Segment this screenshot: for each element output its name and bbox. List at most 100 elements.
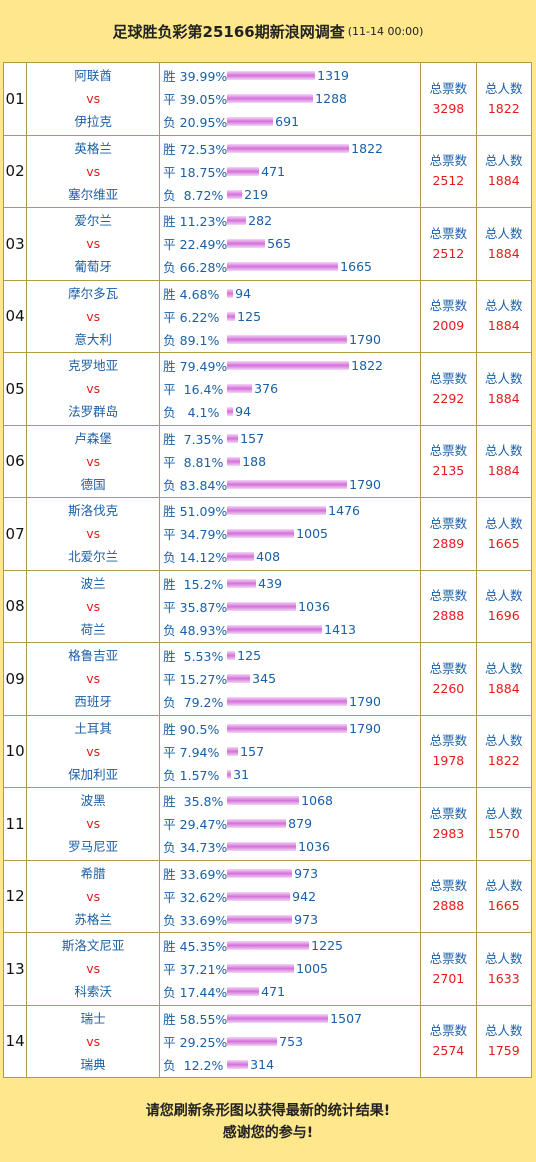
total-people-cell: 总人数 1884: [475, 352, 533, 426]
match-teams: 摩尔多瓦 vs 意大利: [26, 279, 161, 353]
away-team[interactable]: 葡萄牙: [74, 259, 112, 275]
result-row: 胜 35.8% 1068: [160, 789, 420, 812]
away-team[interactable]: 德国: [80, 476, 106, 492]
match-number: 11: [2, 787, 28, 861]
result-bar: [227, 94, 314, 104]
total-people-cell: 总人数 1665: [475, 859, 533, 933]
home-team[interactable]: 摩尔多瓦: [68, 285, 119, 301]
total-votes-label: 总票数: [429, 153, 468, 169]
result-row: 平 34.79% 1005: [160, 522, 420, 545]
result-row: 胜 45.35% 1225: [160, 934, 420, 957]
match-number: 10: [2, 714, 28, 788]
result-percent: 负 89.1%: [163, 332, 220, 348]
home-team[interactable]: 斯洛伐克: [68, 503, 119, 519]
total-people-value: 1884: [487, 245, 520, 261]
result-bars: 胜 15.2% 439 平 35.87% 1036 负 48.93% 1413: [159, 569, 422, 643]
result-row: 平 6.22% 125: [160, 305, 420, 328]
result-row: 平 18.75% 471: [160, 160, 420, 183]
total-votes-cell: 总票数 2701: [420, 932, 477, 1006]
result-percent: 平 35.87%: [163, 599, 228, 615]
total-votes-value: 2512: [432, 245, 465, 261]
result-bar: [227, 361, 350, 371]
result-percent: 胜 45.35%: [163, 939, 228, 955]
footer-thanks: 感谢您的参与!: [222, 1125, 314, 1141]
result-count: 1790: [349, 331, 381, 347]
match-row: 01 阿联酋 vs 伊拉克 胜 39.99% 1319 平 39.05% 128…: [2, 62, 533, 136]
result-bar: [227, 143, 350, 153]
result-percent: 负 20.95%: [163, 115, 228, 131]
home-team[interactable]: 土耳其: [74, 720, 112, 736]
home-team[interactable]: 阿联酋: [74, 68, 112, 84]
away-team[interactable]: 瑞典: [80, 1056, 106, 1072]
home-team[interactable]: 希腊: [80, 865, 106, 881]
result-count: 1288: [315, 91, 347, 107]
home-team[interactable]: 瑞士: [80, 1010, 106, 1026]
result-row: 平 35.87% 1036: [160, 595, 420, 618]
result-row: 负 14.12% 408: [160, 545, 420, 568]
title-text: 足球胜负彩第25166期新浪网调查: [112, 22, 345, 41]
result-bars: 胜 11.23% 282 平 22.49% 565 负 66.28% 1665: [159, 207, 422, 281]
away-team[interactable]: 科索沃: [74, 984, 112, 1000]
result-row: 负 34.73% 1036: [160, 835, 420, 858]
match-number: 12: [2, 859, 28, 933]
total-people-label: 总人数: [485, 1023, 523, 1039]
result-bar: [227, 674, 251, 684]
result-count: 157: [240, 430, 265, 446]
away-team[interactable]: 伊拉克: [74, 114, 112, 130]
total-votes-label: 总票数: [429, 80, 468, 96]
result-count: 1036: [298, 598, 330, 614]
total-people-cell: 总人数 1822: [475, 714, 533, 788]
home-team[interactable]: 卢森堡: [74, 430, 112, 446]
match-row: 06 卢森堡 vs 德国 胜 7.35% 157 平 8.81% 188 负 8…: [2, 424, 533, 498]
home-team[interactable]: 波兰: [80, 575, 106, 591]
result-bars: 胜 90.5% 1790 平 7.94% 157 负 1.57% 31: [159, 714, 422, 788]
result-bars: 胜 79.49% 1822 平 16.4% 376 负 4.1% 94: [159, 352, 422, 426]
result-row: 平 22.49% 565: [160, 232, 420, 255]
result-percent: 负 83.84%: [163, 477, 228, 493]
total-people-cell: 总人数 1696: [475, 569, 533, 643]
match-row: 03 爱尔兰 vs 葡萄牙 胜 11.23% 282 平 22.49% 565 …: [2, 207, 533, 281]
result-row: 胜 33.69% 973: [160, 862, 420, 885]
result-row: 负 79.2% 1790: [160, 690, 420, 713]
result-percent: 平 8.81%: [163, 454, 224, 470]
result-percent: 胜 5.53%: [163, 649, 224, 665]
match-teams: 波兰 vs 荷兰: [26, 569, 161, 643]
result-percent: 负 8.72%: [163, 187, 224, 203]
result-bar: [227, 239, 266, 249]
vs-label: vs: [86, 743, 101, 759]
total-votes-cell: 总票数 2135: [420, 424, 477, 498]
away-team[interactable]: 苏格兰: [74, 911, 112, 927]
total-votes-value: 2983: [432, 825, 465, 841]
home-team[interactable]: 斯洛文尼亚: [61, 938, 125, 954]
result-bar: [227, 601, 297, 611]
total-people-label: 总人数: [485, 298, 523, 314]
away-team[interactable]: 法罗群岛: [68, 404, 119, 420]
away-team[interactable]: 意大利: [74, 331, 112, 347]
result-count: 94: [235, 404, 252, 420]
home-team[interactable]: 格鲁吉亚: [68, 648, 119, 664]
result-percent: 平 16.4%: [163, 382, 224, 398]
away-team[interactable]: 罗马尼亚: [68, 839, 119, 855]
away-team[interactable]: 保加利亚: [68, 766, 119, 782]
total-people-cell: 总人数 1884: [475, 424, 533, 498]
total-people-label: 总人数: [485, 660, 523, 676]
home-team[interactable]: 波黑: [80, 793, 106, 809]
away-team[interactable]: 北爱尔兰: [68, 549, 119, 565]
result-row: 负 83.84% 1790: [160, 473, 420, 496]
away-team[interactable]: 西班牙: [74, 694, 112, 710]
result-bar: [227, 479, 348, 489]
total-votes-label: 总票数: [429, 515, 468, 531]
home-team[interactable]: 英格兰: [74, 140, 112, 156]
home-team[interactable]: 爱尔兰: [74, 213, 112, 229]
total-people-value: 1884: [487, 680, 520, 696]
result-count: 1822: [351, 140, 383, 156]
away-team[interactable]: 荷兰: [80, 621, 106, 637]
result-percent: 平 6.22%: [163, 309, 220, 325]
total-people-value: 1759: [487, 1043, 520, 1059]
home-team[interactable]: 克罗地亚: [68, 358, 119, 374]
away-team[interactable]: 塞尔维亚: [68, 186, 119, 202]
result-percent: 负 66.28%: [163, 260, 228, 276]
total-people-value: 1822: [487, 753, 520, 769]
total-votes-label: 总票数: [429, 443, 468, 459]
result-bar: [227, 651, 236, 661]
